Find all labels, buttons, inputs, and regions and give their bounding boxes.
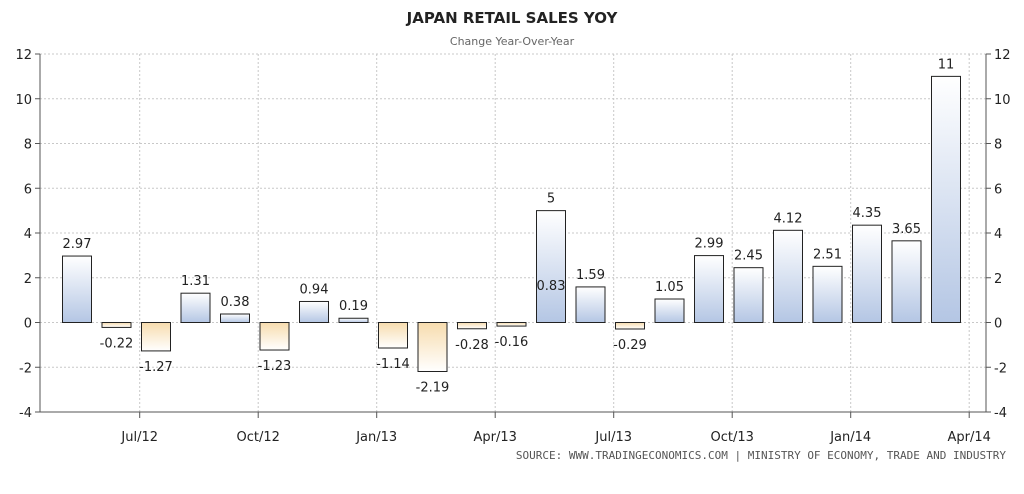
y-tick-label-right: 10 (994, 93, 1011, 108)
bar (141, 322, 171, 352)
data-label: 1.59 (576, 268, 605, 283)
data-label: -1.23 (258, 359, 292, 374)
bar (259, 322, 290, 351)
data-label: 5 (547, 192, 555, 207)
data-label: 2.51 (813, 247, 842, 262)
x-tick-label: Jul/13 (594, 430, 632, 445)
data-label: -2.19 (416, 381, 450, 396)
y-tick-label-right: -2 (994, 361, 1007, 376)
x-tick-label: Jan/13 (355, 430, 397, 445)
data-label: 2.97 (63, 237, 92, 252)
data-label: 4.12 (774, 211, 803, 226)
data-label-extra: 0.83 (537, 279, 566, 294)
bar (496, 322, 527, 327)
data-labels: 2.97 -0.22 -1.27 1.31 0.38 -1.23 0.94 0.19 -1.14… (63, 57, 955, 395)
data-label: 4.35 (853, 206, 882, 221)
bar (457, 322, 487, 330)
axes: -4 -4 -2 -2 0 0 2 2 4 4 6 6 8 8 10 10 12 12 Jul/12 Oct/12 Ja… (15, 48, 1010, 445)
bar (891, 240, 922, 323)
bar (852, 224, 882, 323)
bar (812, 265, 843, 323)
x-tick-label: Apr/13 (473, 430, 516, 445)
bar (931, 75, 961, 323)
chart-title: JAPAN RETAIL SALES YOY (406, 9, 619, 27)
data-label: -1.27 (139, 360, 173, 375)
bar (575, 286, 606, 323)
data-label: 2.45 (734, 249, 763, 264)
bar (220, 313, 250, 323)
bar (62, 255, 92, 324)
bar (417, 322, 448, 373)
bars (62, 75, 961, 373)
x-tick-label: Oct/13 (710, 430, 753, 445)
y-tick-label-right: 4 (994, 227, 1002, 242)
bar (180, 292, 211, 324)
bar (536, 210, 566, 323)
bar (694, 255, 724, 324)
data-label: 3.65 (892, 222, 921, 237)
chart-subtitle: Change Year-Over-Year (450, 35, 575, 48)
y-tick-label-left: 12 (15, 48, 32, 63)
data-label: -1.14 (376, 357, 410, 372)
bar (615, 322, 645, 330)
y-tick-label-left: 6 (24, 182, 32, 197)
data-label: 0.19 (339, 299, 368, 314)
data-label: -0.22 (100, 336, 134, 351)
x-tick-label: Jan/14 (829, 430, 871, 445)
y-tick-label-left: 8 (24, 138, 32, 153)
x-tick-label: Jul/12 (120, 430, 158, 445)
bar (101, 322, 132, 328)
grid (40, 53, 986, 413)
y-tick-label-left: 2 (24, 272, 32, 287)
data-label: 0.38 (221, 295, 250, 310)
data-label: 2.99 (695, 237, 724, 252)
y-tick-label-left: -4 (19, 406, 32, 421)
y-tick-label-left: 10 (15, 93, 32, 108)
bar (299, 300, 329, 323)
bar (733, 267, 764, 323)
data-label: 11 (938, 57, 955, 72)
y-tick-label-right: 0 (994, 317, 1002, 332)
y-tick-label-right: -4 (994, 406, 1007, 421)
bar (773, 229, 803, 323)
x-tick-label: Apr/14 (947, 430, 990, 445)
data-label: 0.94 (300, 282, 329, 297)
y-tick-label-right: 12 (994, 48, 1011, 63)
data-label: -0.29 (613, 338, 647, 353)
data-label: 1.05 (655, 280, 684, 295)
y-tick-label-right: 8 (994, 138, 1002, 153)
data-label: 1.31 (181, 274, 210, 289)
bar (378, 322, 408, 349)
y-tick-label-left: 0 (24, 317, 32, 332)
bar (338, 317, 369, 323)
source-note: SOURCE: WWW.TRADINGECONOMICS.COM | MINIS… (516, 449, 1006, 462)
y-tick-label-right: 6 (994, 182, 1002, 197)
x-tick-label: Oct/12 (236, 430, 279, 445)
y-tick-label-right: 2 (994, 272, 1002, 287)
bar (654, 298, 685, 324)
y-tick-label-left: 4 (24, 227, 32, 242)
data-label: -0.16 (495, 335, 529, 350)
data-label: -0.28 (455, 338, 489, 353)
y-tick-label-left: -2 (19, 361, 32, 376)
